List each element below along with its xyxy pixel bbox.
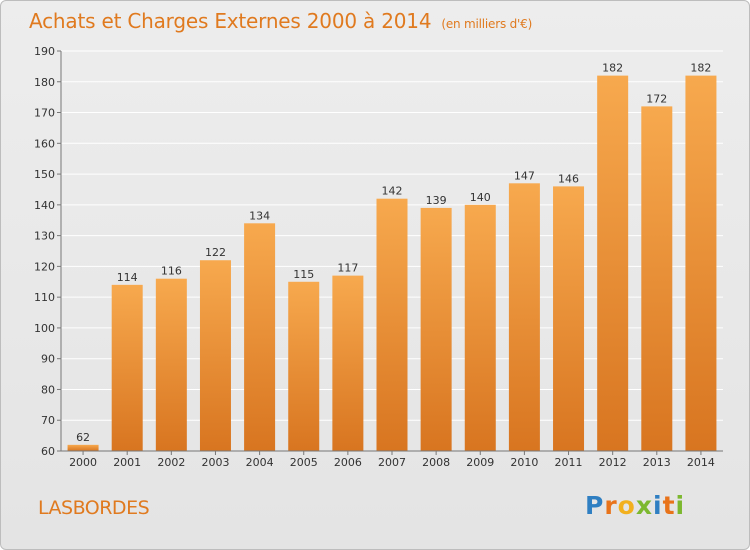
data-label: 182 xyxy=(690,62,711,75)
data-label: 134 xyxy=(249,209,270,222)
data-label: 115 xyxy=(293,268,314,281)
logo-letter: t xyxy=(662,491,676,520)
x-tick-label: 2002 xyxy=(157,456,185,469)
logo-letter: i xyxy=(653,491,663,520)
logo-letter: r xyxy=(604,491,618,520)
x-tick-label: 2007 xyxy=(378,456,406,469)
commune-name: LASBORDES xyxy=(38,497,150,519)
bar xyxy=(155,278,187,451)
data-label: 117 xyxy=(337,262,358,275)
bar xyxy=(67,444,99,451)
data-label: 139 xyxy=(426,194,447,207)
bar xyxy=(641,106,673,451)
y-tick-label: 70 xyxy=(41,414,55,427)
x-tick-label: 2013 xyxy=(643,456,671,469)
x-tick-label: 2009 xyxy=(466,456,494,469)
bar xyxy=(597,75,629,451)
x-axis: 2000 2001 2002 2003 2004 2005 2006 2007 2008 2009… xyxy=(61,450,723,469)
data-labels: 62 114 116 122 134 115 117 142 139 140 147 146 182 17… xyxy=(76,62,711,444)
y-tick-label: 150 xyxy=(34,168,55,181)
x-tick-label: 2010 xyxy=(510,456,538,469)
logo-letter: x xyxy=(635,491,653,520)
bar xyxy=(244,223,276,451)
y-tick-label: 90 xyxy=(41,353,55,366)
data-label: 140 xyxy=(470,191,491,204)
chart-title-text: Achats et Charges Externes 2000 à 2014 xyxy=(29,9,432,33)
data-label: 147 xyxy=(514,169,535,182)
y-tick-label: 110 xyxy=(34,291,55,304)
data-label: 62 xyxy=(76,431,90,444)
y-tick-label: 190 xyxy=(34,45,55,58)
x-tick-label: 2000 xyxy=(69,456,97,469)
data-label: 122 xyxy=(205,246,226,259)
bar xyxy=(332,275,364,451)
proxiti-logo: Proxiti xyxy=(585,491,685,520)
y-axis: 60 70 80 90 100 110 120 130 140 150 160 170 180 190 xyxy=(34,45,62,458)
x-tick-label: 2003 xyxy=(201,456,229,469)
data-label: 146 xyxy=(558,172,579,185)
x-tick-label: 2012 xyxy=(599,456,627,469)
bar xyxy=(420,207,452,451)
x-tick-label: 2001 xyxy=(113,456,141,469)
bars xyxy=(67,75,717,452)
x-tick-label: 2011 xyxy=(555,456,583,469)
bar xyxy=(553,186,585,451)
bar xyxy=(376,198,408,451)
logo-letter: i xyxy=(675,491,686,520)
bar xyxy=(508,183,540,452)
x-tick-label: 2008 xyxy=(422,456,450,469)
data-label: 116 xyxy=(161,265,182,278)
y-tick-label: 140 xyxy=(34,199,55,212)
data-label: 142 xyxy=(382,185,403,198)
x-tick-label: 2006 xyxy=(334,456,362,469)
data-label: 114 xyxy=(117,271,138,284)
bar xyxy=(464,204,496,451)
chart-title: Achats et Charges Externes 2000 à 2014 (e… xyxy=(29,9,532,33)
data-label: 172 xyxy=(646,92,667,105)
y-tick-label: 80 xyxy=(41,383,55,396)
y-tick-label: 160 xyxy=(34,137,55,150)
x-tick-label: 2005 xyxy=(290,456,318,469)
y-tick-label: 180 xyxy=(34,76,55,89)
logo-letter: o xyxy=(617,491,636,520)
x-tick-label: 2004 xyxy=(246,456,274,469)
bar xyxy=(288,281,320,451)
y-tick-label: 130 xyxy=(34,230,55,243)
y-tick-label: 120 xyxy=(34,260,55,273)
data-label: 182 xyxy=(602,62,623,75)
bar xyxy=(685,75,717,451)
y-tick-label: 60 xyxy=(41,445,55,458)
x-tick-label: 2014 xyxy=(687,456,715,469)
y-tick-label: 100 xyxy=(34,322,55,335)
y-tick-label: 170 xyxy=(34,107,55,120)
chart-subtitle: (en milliers d'€) xyxy=(441,17,533,31)
bar xyxy=(111,284,143,451)
logo-letter: P xyxy=(585,491,605,520)
bar xyxy=(199,260,231,451)
